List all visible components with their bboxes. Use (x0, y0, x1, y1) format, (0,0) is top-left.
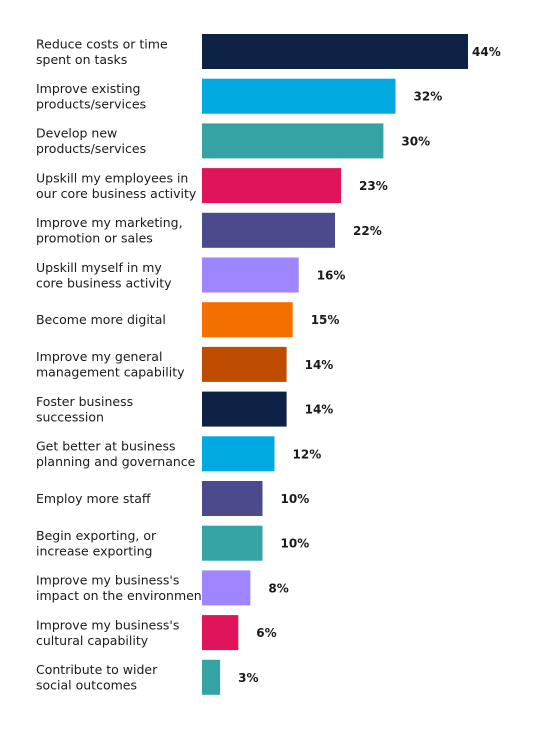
value-label-12: 10% (281, 537, 310, 551)
category-label-1: Reduce costs or time spent on tasks (36, 36, 168, 67)
bar-4 (202, 168, 341, 204)
bar-11 (202, 481, 263, 516)
category-label-3: Develop new products/services (36, 126, 146, 157)
value-label-13: 8% (268, 581, 288, 595)
value-label-5: 22% (353, 224, 382, 238)
value-label-14: 6% (256, 626, 276, 640)
bar-12 (202, 525, 263, 561)
bar-9 (202, 391, 287, 427)
value-label-4: 23% (359, 179, 388, 193)
value-labels: 44% 32% 30% 23% 22% 16% 15% 14% 14% 12% 10% 10% 8% 6%… (238, 45, 501, 685)
bar-8 (202, 346, 287, 382)
category-label-10: Get better at business planning and gover… (36, 439, 196, 470)
value-label-7: 15% (311, 313, 340, 327)
value-label-9: 14% (305, 403, 334, 417)
bar-1 (202, 34, 468, 69)
bar-10 (202, 436, 275, 472)
value-label-11: 10% (281, 492, 310, 506)
value-label-3: 30% (401, 134, 430, 148)
value-label-8: 14% (305, 358, 334, 372)
bar-15 (202, 659, 221, 695)
category-label-12: Begin exporting, or increase exporting (36, 528, 157, 559)
category-labels: Reduce costs or time spent on tasks Improv… (36, 36, 207, 692)
category-label-11: Employ more staff (36, 491, 151, 506)
bar-7 (202, 302, 293, 338)
category-label-5: Improve my marketing, promotion or sales (36, 215, 183, 246)
category-label-6: Upskill myself in my core business activi… (36, 260, 172, 291)
value-label-2: 32% (414, 90, 443, 104)
category-label-9: Foster business succession (36, 394, 133, 425)
category-label-2: Improve existing products/services (36, 81, 146, 112)
bar-13 (202, 570, 251, 606)
bar-14 (202, 615, 239, 651)
value-label-15: 3% (238, 671, 258, 685)
category-label-7: Become more digital (36, 312, 166, 327)
category-label-15: Contribute to wider social outcomes (36, 662, 158, 693)
bar-3 (202, 123, 384, 159)
value-label-1: 44% (472, 45, 501, 59)
bar-6 (202, 257, 299, 293)
category-label-13: Improve my business's impact on the envir… (36, 573, 207, 604)
category-label-14: Improve my business's cultural capability (36, 617, 179, 648)
category-label-4: Upskill my employees in our core business… (36, 170, 197, 201)
bar-5 (202, 212, 335, 248)
value-label-10: 12% (293, 447, 322, 461)
value-label-6: 16% (317, 269, 346, 283)
bar-2 (202, 78, 396, 114)
bars (202, 34, 468, 695)
category-label-8: Improve my general management capability (36, 349, 185, 380)
